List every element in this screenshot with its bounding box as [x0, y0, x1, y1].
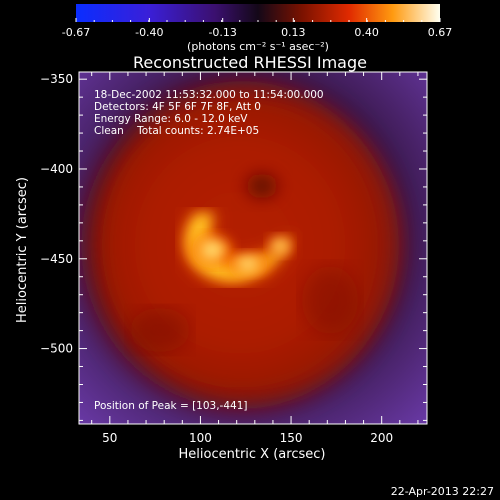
y-tick-label: −350	[40, 72, 73, 86]
y-tick-label: −500	[40, 342, 73, 356]
colorbar-tick-label: 0.13	[281, 26, 306, 39]
chart-title: Reconstructed RHESSI Image	[133, 53, 367, 72]
timestamp: 22-Apr-2013 22:27	[390, 485, 494, 498]
x-tick-label: 50	[102, 431, 117, 445]
y-tick-label: −450	[40, 252, 73, 266]
annotation-detectors: Detectors: 4F 5F 6F 7F 8F, Att 0	[94, 101, 261, 113]
colorbar-label: (photons cm⁻² s⁻¹ asec⁻²)	[187, 40, 329, 53]
peak-position-label: Position of Peak = [103,-441]	[94, 400, 248, 412]
colorbar-ticks: -0.67 -0.40 -0.13 0.13 0.40 0.67	[62, 18, 452, 39]
annotation-counts: Clean Total counts: 2.74E+05	[94, 125, 259, 137]
x-tick-label: 100	[189, 431, 212, 445]
heatmap-image	[79, 72, 427, 424]
colorbar	[76, 4, 440, 22]
colorbar-tick-label: -0.40	[135, 26, 163, 39]
annotation-energy: Energy Range: 6.0 - 12.0 keV	[94, 113, 248, 125]
colorbar-tick-label: -0.13	[208, 26, 236, 39]
colorbar-tick-label: 0.40	[354, 26, 379, 39]
y-tick-label: −400	[40, 162, 73, 176]
annotation-time: 18-Dec-2002 11:53:32.000 to 11:54:00.000	[94, 89, 324, 101]
x-axis-label: Heliocentric X (arcsec)	[179, 447, 326, 462]
info-annotations: 18-Dec-2002 11:53:32.000 to 11:54:00.000…	[94, 89, 324, 137]
colorbar-tick-label: -0.67	[62, 26, 90, 39]
y-axis-label: Heliocentric Y (arcsec)	[15, 177, 30, 323]
x-tick-label: 200	[370, 431, 393, 445]
plot-frame	[78, 71, 428, 425]
x-tick-label: 150	[280, 431, 303, 445]
axis-ticks: 50 100 150 200 −350 −400 −450 −500	[40, 72, 427, 445]
colorbar-tick-label: 0.67	[428, 26, 453, 39]
